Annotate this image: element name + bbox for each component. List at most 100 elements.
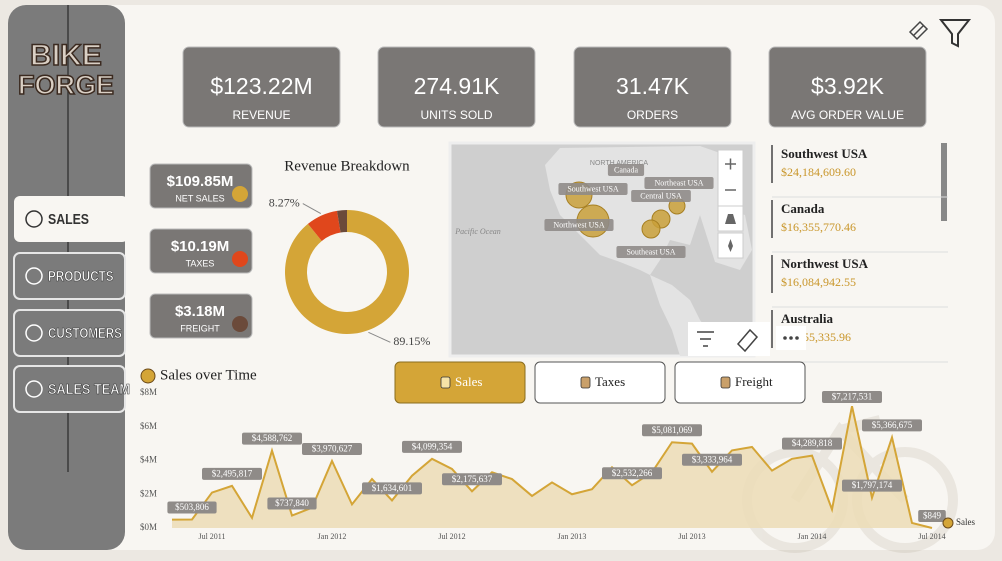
breakdown-label: TAXES [186, 258, 215, 268]
data-label: $5,366,675 [872, 420, 913, 430]
tab-icon [720, 376, 731, 389]
map-label-box [631, 190, 691, 202]
location-name[interactable]: Southwest USA [781, 146, 868, 161]
location-value: $16,084,942.55 [781, 275, 856, 289]
x-tick-label: Jan 2014 [798, 532, 827, 541]
nav-icon [25, 380, 43, 398]
data-label-box [167, 501, 217, 514]
data-label: $1,797,174 [852, 480, 893, 490]
data-label: $4,588,762 [252, 433, 293, 443]
more-dot [795, 336, 799, 340]
x-tick-label: Jan 2013 [558, 532, 587, 541]
data-label: $7,217,531 [832, 392, 873, 402]
nav-button[interactable] [13, 309, 126, 357]
donut-slice [307, 210, 341, 241]
map-label: Northwest USA [553, 220, 605, 229]
map-label: Canada [614, 165, 638, 174]
location-name[interactable]: Australia [781, 311, 834, 326]
map-label: Southwest USA [567, 184, 619, 193]
y-tick-label: $8M [140, 387, 157, 397]
sales-line [171, 405, 933, 529]
y-tick-label: $2M [140, 488, 157, 498]
data-label: $1,634,601 [372, 483, 413, 493]
data-label-box [782, 437, 842, 450]
data-label: $2,175,637 [452, 474, 493, 484]
map-label-box [644, 177, 714, 189]
x-tick-label: Jul 2014 [918, 532, 945, 541]
data-label-box [242, 432, 302, 445]
data-label: $4,099,354 [412, 441, 453, 451]
data-label: $849 [923, 511, 942, 521]
scrollbar[interactable] [941, 143, 947, 221]
map-controls [717, 149, 744, 259]
nav-label: SALES TEAM [48, 381, 130, 398]
x-tick-label: Jul 2012 [438, 532, 465, 541]
toolbar-filter[interactable] [697, 331, 714, 347]
data-label-box [682, 453, 742, 466]
kpi-card [768, 46, 927, 128]
toolbar-eraser[interactable] [736, 328, 759, 353]
data-label: $503,806 [175, 502, 209, 512]
kpi-value: 274.91K [414, 73, 500, 99]
logo-text: FORGE [18, 70, 114, 100]
map-label-box [544, 219, 614, 231]
nav-button[interactable] [14, 196, 128, 242]
data-label-box [918, 509, 946, 522]
donut-slice [284, 210, 409, 334]
data-label: $4,289,818 [792, 438, 833, 448]
breakdown-dot [232, 316, 248, 332]
nav-button[interactable] [13, 365, 126, 413]
kpi-value: $3.92K [811, 73, 885, 99]
breakdown-card [149, 293, 253, 339]
filter-icon[interactable] [938, 19, 972, 48]
tab-icon [440, 376, 451, 389]
nav-button[interactable] [13, 252, 126, 300]
breakdown-dot [232, 251, 248, 267]
map-region-label: NORTH AMERICA [590, 160, 649, 167]
map-style-icon [725, 214, 736, 224]
leader-line [368, 331, 391, 343]
data-label-box [602, 467, 662, 480]
map-label: Central USA [640, 191, 682, 200]
kpi-label: AVG ORDER VALUE [791, 108, 904, 122]
data-label-box [202, 467, 262, 480]
data-label-box [267, 497, 317, 510]
donut-label: 89.15% [393, 334, 430, 348]
map-label: Southeast USA [626, 247, 675, 256]
zoom-box [717, 149, 744, 207]
data-label-box [362, 482, 422, 495]
location-value: $24,184,609.60 [781, 165, 856, 179]
breakdown-value: $10.19M [171, 238, 229, 255]
breakdown-value: $3.18M [175, 303, 225, 320]
data-label: $3,333,964 [692, 454, 733, 464]
map-bubble[interactable] [641, 219, 661, 239]
tab-button[interactable] [534, 361, 666, 404]
y-tick-label: $6M [140, 421, 157, 431]
zoom-in[interactable] [725, 158, 736, 170]
kpi-value: $123.22M [210, 73, 312, 99]
kpi-value: 31.47K [616, 73, 690, 99]
data-label-box [402, 440, 462, 453]
location-value: 55,335.96 [803, 330, 851, 344]
title-icon [140, 368, 156, 384]
locate-button[interactable] [717, 232, 744, 259]
legend-icon [942, 517, 954, 529]
tab-button[interactable] [674, 361, 806, 404]
nav-label: PRODUCTS [48, 268, 114, 285]
clear-filters-icon[interactable] [908, 20, 929, 41]
more-dot [783, 336, 787, 340]
tab-button[interactable] [394, 361, 526, 404]
breakdown-dot [232, 186, 248, 202]
location-name[interactable]: Northwest USA [781, 256, 869, 271]
tab-label: Freight [735, 374, 773, 389]
y-tick-label: $0M [140, 522, 157, 532]
x-tick-label: Jul 2011 [198, 532, 225, 541]
logo-text: BIKE [30, 39, 102, 72]
location-name[interactable]: Canada [781, 201, 825, 216]
location-value: $16,355,770.46 [781, 220, 856, 234]
sales-area [172, 406, 932, 528]
data-label: $2,532,266 [612, 468, 653, 478]
nav-label: SALES [48, 211, 89, 228]
breakdown-label: NET SALES [175, 193, 224, 203]
